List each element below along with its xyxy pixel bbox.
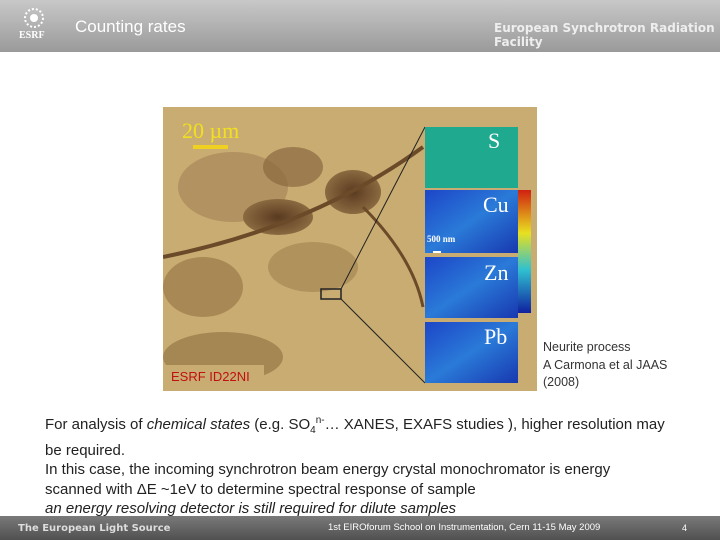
text: … XANES, EXAFS studies ), higher resolut… — [45, 416, 665, 459]
text: For analysis of — [45, 416, 147, 433]
subscript: 4 — [310, 425, 316, 436]
panel-label: Cu — [483, 192, 509, 217]
panel-label: Pb — [484, 324, 508, 349]
logo-text: ESRF — [19, 30, 45, 41]
facility-name: European Synchrotron Radiation Facility — [494, 21, 715, 49]
page-number: 4 — [682, 523, 688, 533]
paragraph: For analysis of chemical states (e.g. SO… — [45, 411, 665, 460]
slide-title: Counting rates — [75, 17, 186, 36]
paragraph: an energy resolving detector is still re… — [45, 500, 457, 517]
text: (e.g. SO — [250, 416, 311, 433]
footer-center: 1st EIROforum School on Instrumentation,… — [328, 522, 601, 533]
panel-label: S — [488, 128, 501, 153]
text: chemical states — [146, 416, 251, 433]
caption-line: (2008) — [543, 375, 580, 389]
caption-line: A Carmona et al JAAS — [543, 357, 668, 372]
caption-line: Neurite process — [543, 340, 631, 354]
header-bar — [0, 0, 720, 52]
paragraph: In this case, the incoming synchrotron b… — [45, 461, 611, 498]
caption: Neurite process A Carmona et al JAAS (20… — [543, 339, 667, 392]
scale-bar-label: 20 µm — [182, 118, 240, 143]
footer-bar — [0, 516, 720, 540]
superscript: n- — [315, 415, 325, 426]
inset-scale-label: 500 nm — [427, 234, 456, 244]
figure — [163, 107, 537, 391]
body-text: For analysis of chemical states (e.g. SO… — [45, 411, 665, 519]
header-graphics — [24, 8, 44, 28]
figure-label: ESRF ID22NI — [171, 369, 250, 384]
footer-left: The European Light Source — [18, 523, 171, 534]
panel-label: Zn — [484, 260, 509, 285]
